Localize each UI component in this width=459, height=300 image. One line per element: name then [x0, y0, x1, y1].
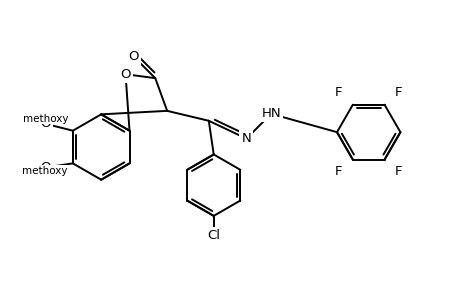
Text: F: F — [335, 165, 342, 178]
Text: F: F — [335, 86, 342, 99]
Text: F: F — [394, 86, 401, 99]
Text: O: O — [40, 161, 50, 174]
Text: O: O — [120, 68, 130, 81]
Text: F: F — [394, 165, 401, 178]
Text: methoxy: methoxy — [23, 114, 68, 124]
Text: Cl: Cl — [207, 229, 220, 242]
Text: O: O — [128, 50, 139, 63]
Text: HN: HN — [261, 107, 280, 120]
Text: O: O — [41, 118, 51, 130]
Text: N: N — [241, 132, 251, 145]
Text: methoxy: methoxy — [22, 166, 67, 176]
